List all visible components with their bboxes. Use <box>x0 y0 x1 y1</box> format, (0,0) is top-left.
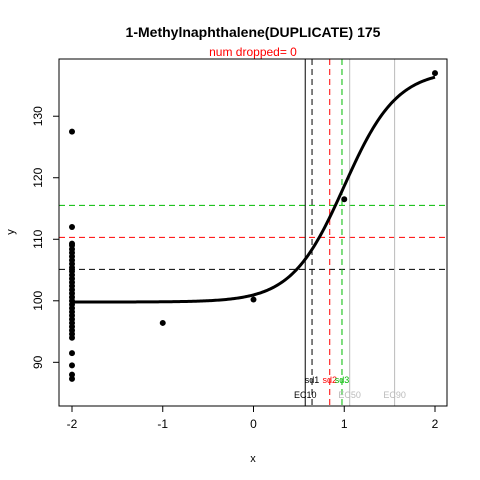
x-axis-label: x <box>250 453 256 465</box>
vline-label-ec90: EC90 <box>383 390 406 400</box>
data-point-30 <box>69 350 75 357</box>
chart-title: 1-Methylnaphthalene(DUPLICATE) 175 <box>126 24 381 40</box>
y-axis-label: y <box>5 229 17 235</box>
data-point-29 <box>69 334 75 341</box>
data-point-31 <box>69 362 75 369</box>
plot-frame <box>58 58 448 407</box>
vline-label-ec10: EC10 <box>294 390 317 400</box>
x-tick-label-1: 1 <box>341 417 348 431</box>
data-point-37 <box>432 70 438 77</box>
data-point-35 <box>250 296 257 303</box>
y-tick-label-90: 90 <box>31 355 45 369</box>
data-point-33 <box>69 375 75 382</box>
vline-label-sd2: sd2 <box>322 375 337 385</box>
axes: -2 -1 0 1 2 90 100 110 120 130 <box>31 106 439 431</box>
y-tick-label-130: 130 <box>31 106 45 126</box>
x-tick-label-2: 2 <box>432 417 439 431</box>
x-tick-label-0: 0 <box>250 417 257 431</box>
x-tick-label--1: -1 <box>157 417 168 431</box>
vline-label-sd1: sd1 <box>305 375 320 385</box>
data-point-36 <box>341 196 348 203</box>
x-tick-label--2: -2 <box>67 417 78 431</box>
vline-label-ec50: EC50 <box>338 390 361 400</box>
data-point-1 <box>69 128 75 135</box>
data-point-2 <box>69 223 75 230</box>
y-tick-label-100: 100 <box>31 290 45 310</box>
data-point-34 <box>159 319 166 326</box>
data-point-32 <box>69 371 75 378</box>
fit-curve <box>72 75 436 304</box>
chart-subtitle: num dropped= 0 <box>209 45 297 59</box>
y-tick-label-120: 120 <box>31 167 45 187</box>
vline-label-sd3: sd3 <box>335 375 350 385</box>
y-tick-label-110: 110 <box>31 229 45 248</box>
